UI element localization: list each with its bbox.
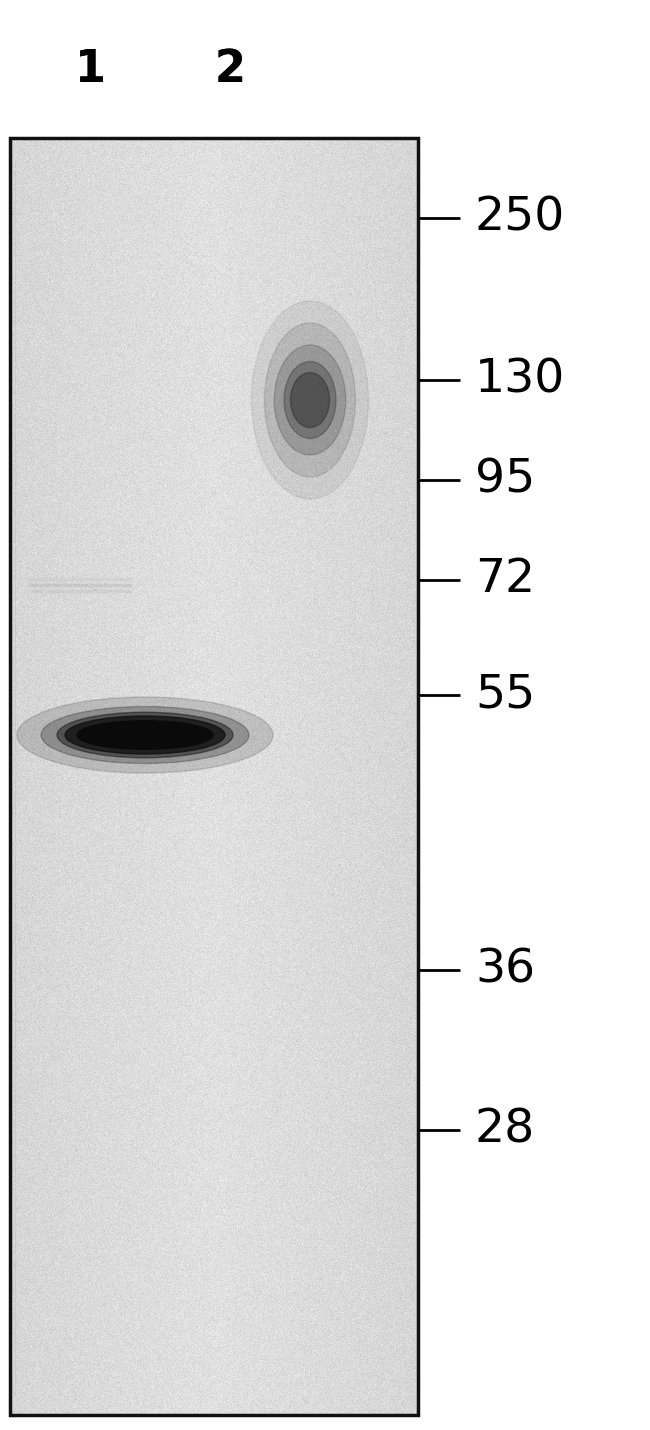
Ellipse shape (65, 716, 225, 754)
Ellipse shape (252, 300, 369, 499)
Text: 250: 250 (475, 196, 566, 240)
Ellipse shape (57, 712, 233, 758)
Ellipse shape (284, 362, 336, 439)
Text: 2: 2 (214, 49, 246, 92)
Text: 28: 28 (475, 1107, 535, 1153)
Text: 1: 1 (75, 49, 105, 92)
Text: 95: 95 (475, 458, 535, 502)
Bar (10, 139, 418, 1416)
Ellipse shape (77, 721, 213, 749)
Ellipse shape (41, 706, 249, 764)
Text: 1: 1 (75, 49, 105, 92)
Text: 72: 72 (475, 558, 535, 602)
Ellipse shape (17, 696, 273, 774)
Ellipse shape (274, 345, 346, 455)
Ellipse shape (265, 323, 356, 478)
Text: 2: 2 (214, 49, 246, 92)
Text: 55: 55 (475, 672, 535, 718)
Text: 130: 130 (475, 358, 566, 402)
Text: 36: 36 (475, 948, 535, 992)
Ellipse shape (291, 372, 330, 428)
